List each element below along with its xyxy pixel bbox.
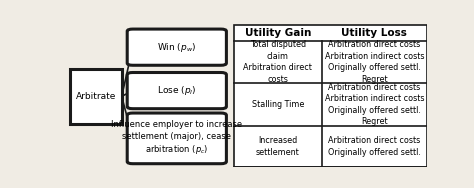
Text: Stalling Time: Stalling Time xyxy=(252,100,304,109)
Text: Arbitration direct costs
Arbitration indirect costs
Originally offered settl.
Re: Arbitration direct costs Arbitration ind… xyxy=(325,83,424,126)
FancyBboxPatch shape xyxy=(127,113,227,164)
Text: Lose ($p_l$): Lose ($p_l$) xyxy=(157,84,197,97)
Text: Arbitration direct costs
Originally offered settl.: Arbitration direct costs Originally offe… xyxy=(328,136,421,157)
Text: Increased
settlement: Increased settlement xyxy=(256,136,300,157)
Text: Win ($p_w$): Win ($p_w$) xyxy=(157,41,196,54)
FancyBboxPatch shape xyxy=(127,73,227,109)
Text: Total disputed
claim
Arbitration direct
costs: Total disputed claim Arbitration direct … xyxy=(243,40,312,84)
Text: Utility Loss: Utility Loss xyxy=(341,28,407,38)
Text: Influence employer to increase
settlement (major), cease
arbitration ($p_c$): Influence employer to increase settlemen… xyxy=(111,121,242,156)
Text: Arbitrate: Arbitrate xyxy=(76,92,116,101)
Bar xyxy=(234,25,427,167)
FancyBboxPatch shape xyxy=(70,69,122,124)
Text: Arbitration direct costs
Arbitration indirect costs
Originally offered settl.
Re: Arbitration direct costs Arbitration ind… xyxy=(325,40,424,84)
FancyBboxPatch shape xyxy=(127,29,227,65)
Text: Utility Gain: Utility Gain xyxy=(245,28,311,38)
